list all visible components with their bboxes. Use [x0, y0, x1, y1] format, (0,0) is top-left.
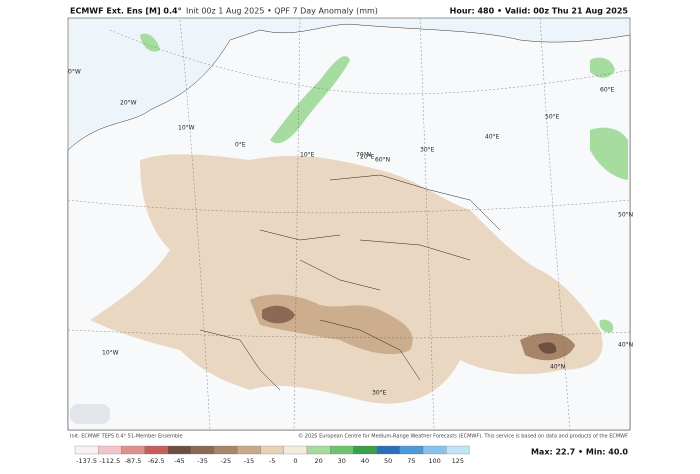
- colorbar-swatch: [237, 445, 261, 455]
- grid-label: 60°E: [600, 87, 615, 94]
- colorbar-swatch: [353, 445, 377, 455]
- colorbar-label: -25: [220, 457, 231, 465]
- colorbar: -137.5 -112.5 -87.5 -62.5 -45 -35 -25 -15 -5 0 20 3…: [74, 445, 470, 465]
- colorbar-label: -87.5: [125, 457, 142, 465]
- grid-label: 50°N: [618, 212, 633, 219]
- colorbar-label: -62.5: [148, 457, 165, 465]
- colorbar-label: 100: [428, 457, 440, 465]
- colorbar-label: -45: [174, 457, 185, 465]
- colorbar-swatch: [98, 445, 122, 455]
- colorbar-swatch: [190, 445, 215, 455]
- credit-left: Init: ECMWF TEPS 0.4° 51-Member Ensemble: [70, 434, 183, 440]
- colorbar-label: 75: [407, 457, 415, 465]
- colorbar-label: 30: [338, 457, 346, 465]
- colorbar-label: -137.5: [76, 457, 97, 465]
- colorbar-label: -35: [197, 457, 208, 465]
- grid-label: 20°W: [120, 100, 137, 107]
- colorbar-label: 50: [384, 457, 392, 465]
- colorbar-label: 40: [361, 457, 369, 465]
- colorbar-swatch: [167, 445, 192, 455]
- colorbar-label: 0: [293, 457, 297, 465]
- colorbar-swatch: [74, 445, 99, 455]
- title: ECMWF Ext. Ens [M] 0.4°: [70, 7, 182, 16]
- colorbar-swatch: [121, 445, 145, 455]
- colorbar-swatch: [422, 445, 447, 455]
- credit-right: © 2025 European Centre for Medium-Range …: [298, 433, 628, 440]
- colorbar-swatch: [144, 445, 168, 455]
- colorbar-label: -5: [269, 457, 275, 465]
- map: 0°W 20°W 10°W 0°E 10°E 20°E 30°E 40°E 50°E 60°E 70…: [67, 17, 633, 440]
- grid-label: 10°E: [300, 152, 315, 159]
- colorbar-label: 20: [314, 457, 322, 465]
- colorbar-swatch: [214, 445, 238, 455]
- valid-time: Hour: 480 • Valid: 00z Thu 21 Aug 2025: [450, 7, 629, 16]
- grid-label: 20°E: [360, 154, 375, 161]
- subtitle: Init 00z 1 Aug 2025 • QPF 7 Day Anomaly …: [186, 7, 378, 16]
- colorbar-label: -15: [244, 457, 255, 465]
- grid-label: 30°E: [420, 147, 435, 154]
- colorbar-swatch: [260, 445, 284, 455]
- colorbar-swatch: [399, 445, 424, 455]
- grid-label: 0°W: [68, 69, 81, 76]
- grid-label: 50°E: [545, 114, 560, 121]
- grid-label: 40°N: [618, 342, 633, 349]
- colorbar-swatch: [446, 445, 470, 455]
- colorbar-swatch: [376, 445, 400, 455]
- colorbar-swatch: [283, 445, 308, 455]
- grid-label: 40°N: [550, 364, 565, 371]
- grid-label: 0°E: [235, 142, 246, 149]
- grid-label: 60°N: [375, 157, 390, 164]
- grid-label: 70°N: [356, 152, 371, 159]
- colorbar-swatch: [330, 445, 354, 455]
- colorbar-label: 125: [452, 457, 464, 465]
- colorbar-swatch: [306, 445, 331, 455]
- grid-label: 10°W: [178, 125, 195, 132]
- grid-label: 40°E: [485, 134, 500, 141]
- colorbar-label: -112.5: [99, 457, 120, 465]
- grid-label: 30°E: [372, 390, 387, 397]
- stats: Max: 22.7 • Min: 40.0: [531, 448, 628, 457]
- grid-label: 10°W: [102, 350, 119, 357]
